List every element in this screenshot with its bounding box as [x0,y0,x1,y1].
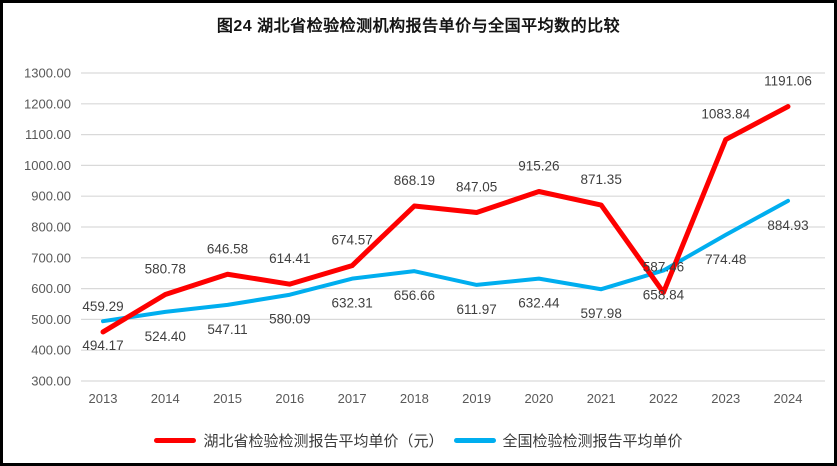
x-axis-tick-label: 2017 [338,391,367,406]
legend-swatch-hubei-red-line [154,438,197,443]
y-axis-tick-label: 400.00 [31,343,71,358]
data-label-hubei: 915.26 [518,158,559,173]
data-label-national: 611.97 [456,302,496,317]
data-label-national: 580.09 [269,312,310,327]
x-axis-tick-label: 2014 [151,391,180,406]
data-label-national: 658.84 [643,287,685,302]
legend-label-hubei: 湖北省检验检测报告平均单价（元） [203,433,444,450]
x-axis-tick-label: 2019 [462,391,491,406]
data-label-national: 547.11 [207,322,247,337]
x-axis-tick-label: 2015 [213,391,242,406]
data-label-national: 632.31 [331,296,372,311]
data-label-national: 632.44 [518,296,560,311]
y-axis-tick-label: 500.00 [31,312,71,327]
y-axis-tick-label: 1200.00 [24,96,71,111]
data-label-hubei: 871.35 [581,172,622,187]
data-label-hubei: 868.19 [394,173,435,188]
legend-item-hubei: 湖北省检验检测报告平均单价（元） [154,430,444,451]
y-axis-tick-label: 1000.00 [24,158,71,173]
data-label-hubei: 1191.06 [764,74,812,89]
x-axis-tick-label: 2023 [711,391,740,406]
data-label-hubei: 646.58 [207,241,248,256]
data-label-hubei: 587.46 [643,259,684,274]
y-axis-tick-label: 1300.00 [24,66,71,81]
data-label-national: 656.66 [394,288,435,303]
y-axis-tick-label: 600.00 [31,281,71,296]
y-axis-tick-label: 700.00 [31,250,71,265]
data-label-hubei: 674.57 [331,233,372,248]
legend-item-national: 全国检验检测报告平均单价 [453,430,683,451]
y-axis-tick-label: 300.00 [31,374,71,389]
x-axis-tick-label: 2022 [649,391,678,406]
chart-title: 图24 湖北省检验检测机构报告单价与全国平均数的比较 [216,18,621,35]
data-label-national: 774.48 [705,252,746,267]
data-label-national: 884.93 [767,218,808,233]
series-line-hubei [100,104,791,335]
y-axis-tick-label: 900.00 [31,189,71,204]
data-label-hubei: 1083.84 [701,107,750,122]
chart-legend: 湖北省检验检测报告平均单价（元） 全国检验检测报告平均单价 [3,430,834,451]
x-axis-tick-label: 2018 [400,391,429,406]
legend-swatch-national-blue-line [453,438,496,443]
y-axis-tick-label: 1100.00 [25,127,71,142]
data-label-national: 494.17 [82,338,123,353]
data-label-hubei: 847.05 [456,180,497,195]
x-axis-tick-label: 2024 [774,391,803,406]
x-axis-tick-label: 2013 [89,391,118,406]
data-label-hubei: 459.29 [82,299,123,314]
data-label-national: 524.40 [145,329,186,344]
data-label-national: 597.98 [581,306,622,321]
data-label-hubei: 614.41 [269,251,310,266]
legend-label-national: 全国检验检测报告平均单价 [502,433,683,450]
x-axis-tick-label: 2016 [275,391,304,406]
data-label-hubei: 580.78 [145,262,186,277]
x-axis-tick-label: 2020 [524,391,553,406]
x-axis-tick-label: 2021 [587,391,616,406]
y-axis-tick-label: 800.00 [31,220,71,235]
line-chart-plot: 300.00 400.00 500.00 600.00 700.00 800.00 900.… [24,66,825,406]
series-line-national [101,198,790,324]
